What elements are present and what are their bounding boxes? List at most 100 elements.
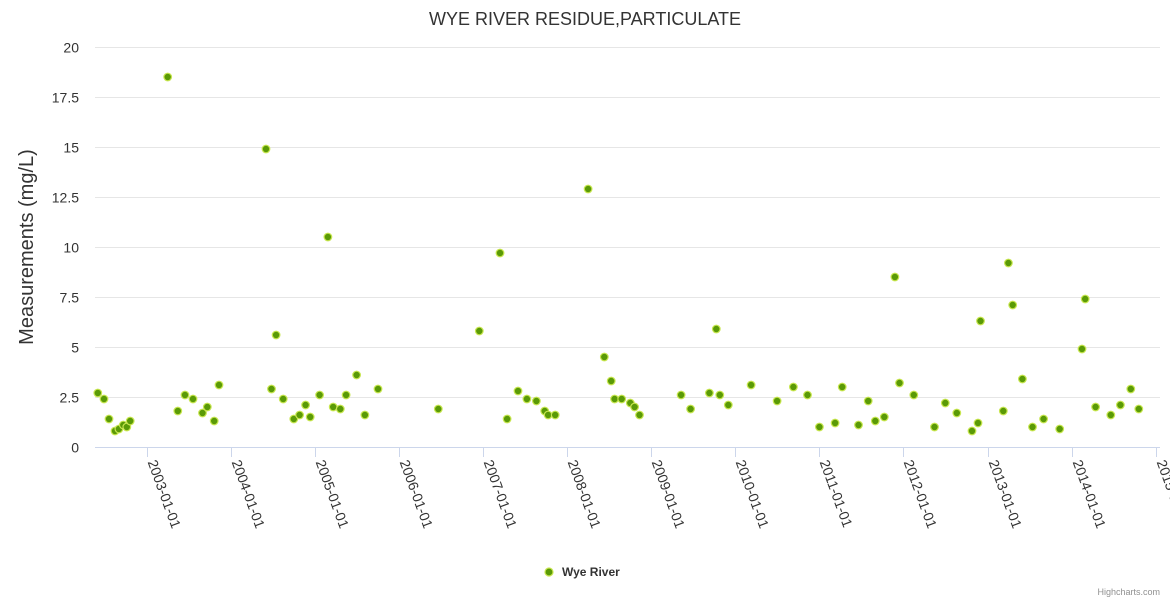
data-point[interactable] — [1055, 424, 1065, 434]
data-point[interactable] — [328, 402, 338, 412]
data-point[interactable] — [335, 404, 345, 414]
data-point[interactable] — [830, 418, 840, 428]
data-point[interactable] — [301, 400, 311, 410]
data-point[interactable] — [550, 410, 560, 420]
data-point[interactable] — [635, 410, 644, 420]
data-point[interactable] — [610, 394, 619, 404]
legend-item-wye-river[interactable]: Wye River — [562, 565, 620, 579]
data-point[interactable] — [99, 394, 109, 404]
data-point[interactable] — [803, 390, 812, 400]
data-point[interactable] — [198, 408, 207, 418]
data-point[interactable] — [352, 370, 362, 380]
data-point[interactable] — [863, 396, 873, 406]
y-tick-label: 5 — [71, 340, 79, 356]
data-point[interactable] — [474, 326, 484, 336]
y-axis-ticks: 0 2.5 5 7.5 10 12.5 15 17.5 20 — [52, 40, 79, 456]
data-point[interactable] — [815, 422, 824, 432]
x-tick-label: 2015-01-01 — [1154, 458, 1170, 531]
data-point[interactable] — [433, 404, 443, 414]
data-point[interactable] — [373, 384, 383, 394]
data-point[interactable] — [686, 404, 695, 414]
legend-marker — [544, 567, 554, 577]
data-point[interactable] — [543, 410, 553, 420]
data-point[interactable] — [188, 394, 198, 404]
data-point[interactable] — [202, 402, 212, 412]
x-tick-label: 2009-01-01 — [649, 458, 689, 531]
data-point[interactable] — [163, 72, 173, 82]
data-point[interactable] — [772, 396, 782, 406]
data-point[interactable] — [1004, 258, 1013, 268]
y-axis-label: Measurements (mg/L) — [16, 149, 38, 345]
data-point[interactable] — [705, 388, 714, 398]
data-point[interactable] — [214, 380, 224, 390]
data-point[interactable] — [837, 382, 847, 392]
data-point[interactable] — [532, 396, 541, 406]
data-point[interactable] — [1115, 400, 1125, 410]
data-point[interactable] — [940, 398, 950, 408]
grid-lines — [95, 47, 1160, 398]
data-point[interactable] — [1091, 402, 1100, 412]
data-point[interactable] — [879, 412, 889, 422]
chart-title: WYE RIVER RESIDUE,PARTICULATE — [429, 9, 741, 29]
data-point[interactable] — [261, 144, 271, 154]
data-point[interactable] — [723, 400, 733, 410]
data-point[interactable] — [173, 406, 183, 416]
data-point[interactable] — [676, 390, 686, 400]
data-point[interactable] — [976, 316, 985, 326]
data-point[interactable] — [617, 394, 627, 404]
data-point[interactable] — [1039, 414, 1048, 424]
data-point[interactable] — [952, 408, 962, 418]
data-point[interactable] — [93, 388, 103, 398]
data-points — [93, 72, 1144, 436]
data-point[interactable] — [1126, 384, 1136, 394]
data-point[interactable] — [583, 184, 593, 194]
data-point[interactable] — [267, 384, 276, 394]
data-point[interactable] — [278, 394, 288, 404]
data-point[interactable] — [854, 420, 863, 430]
data-point[interactable] — [305, 412, 315, 422]
data-point[interactable] — [930, 422, 939, 432]
y-tick-label: 10 — [63, 240, 79, 256]
data-point[interactable] — [271, 330, 281, 340]
credits-link[interactable]: Highcharts.com — [1097, 587, 1160, 597]
y-tick-label: 7.5 — [60, 290, 80, 306]
data-point[interactable] — [1080, 294, 1090, 304]
data-point[interactable] — [522, 394, 532, 404]
data-point[interactable] — [973, 418, 983, 428]
data-point[interactable] — [1008, 300, 1018, 310]
data-point[interactable] — [606, 376, 616, 386]
data-point[interactable] — [599, 352, 609, 362]
data-point[interactable] — [295, 410, 305, 420]
data-point[interactable] — [890, 272, 900, 282]
data-point[interactable] — [746, 380, 756, 390]
data-point[interactable] — [180, 390, 190, 400]
x-tick-label: 2004-01-01 — [229, 458, 269, 531]
data-point[interactable] — [1077, 344, 1087, 354]
data-point[interactable] — [1028, 422, 1037, 432]
data-point[interactable] — [209, 416, 219, 426]
data-point[interactable] — [909, 390, 919, 400]
data-point[interactable] — [360, 410, 370, 420]
data-point[interactable] — [870, 416, 880, 426]
data-point[interactable] — [1106, 410, 1116, 420]
data-point[interactable] — [341, 390, 351, 400]
data-point[interactable] — [502, 414, 512, 424]
data-point[interactable] — [789, 382, 798, 392]
data-point[interactable] — [1134, 404, 1144, 414]
data-point[interactable] — [715, 390, 725, 400]
data-point[interactable] — [711, 324, 721, 334]
legend[interactable]: Wye River — [544, 565, 620, 579]
y-tick-label: 12.5 — [52, 190, 79, 206]
data-point[interactable] — [125, 416, 135, 426]
data-point[interactable] — [1018, 374, 1027, 384]
data-point[interactable] — [895, 378, 904, 388]
data-point[interactable] — [323, 232, 333, 242]
data-point[interactable] — [967, 426, 977, 436]
data-point[interactable] — [289, 414, 299, 424]
data-point[interactable] — [315, 390, 325, 400]
data-point[interactable] — [495, 248, 505, 258]
data-point[interactable] — [104, 414, 114, 424]
data-point[interactable] — [513, 386, 523, 396]
data-point[interactable] — [998, 406, 1008, 416]
data-point[interactable] — [630, 402, 639, 412]
